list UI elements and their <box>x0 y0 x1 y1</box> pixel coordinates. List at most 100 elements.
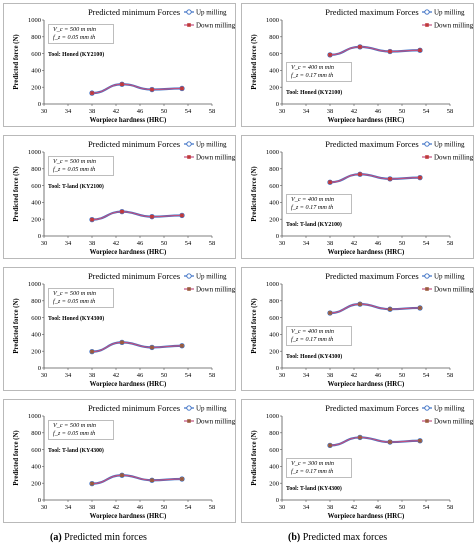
legend-down-label: Down milling <box>196 418 236 426</box>
legend-down-marker <box>187 23 191 27</box>
x-tick-label: 50 <box>161 372 168 379</box>
tool-label: Tool: T-land (KY2100) <box>48 184 104 190</box>
data-point-down <box>150 214 154 219</box>
x-tick-label: 58 <box>209 240 216 247</box>
y-tick-label: 200 <box>269 84 279 91</box>
feed-rate-text: f_z = 0.17 mm th <box>291 336 334 343</box>
y-tick-label: 800 <box>31 298 41 305</box>
chart-panel: Predicted maximum Forces 0 200 400 600 800 100… <box>241 3 474 127</box>
series-line <box>91 474 183 485</box>
x-tick-label: 50 <box>399 372 406 379</box>
y-tick-label: 200 <box>31 216 41 223</box>
feed-rate-text: f_z = 0.05 mm th <box>53 34 96 41</box>
y-tick-label: 800 <box>31 34 41 41</box>
feed-rate-text: f_z = 0.05 mm th <box>53 166 96 173</box>
x-tick-label: 46 <box>375 240 382 247</box>
y-tick-label: 200 <box>269 480 279 487</box>
data-point-down <box>180 343 184 348</box>
x-tick-label: 38 <box>89 108 96 115</box>
y-tick-label: 600 <box>31 315 41 322</box>
chart-panel: Predicted maximum Forces 0 200 400 600 800 100… <box>241 267 474 391</box>
cutting-conditions-box: V_c = 500 m min f_z = 0.05 mm th <box>48 24 114 44</box>
cutting-speed-text: V_c = 500 m min <box>53 26 97 33</box>
data-point-down <box>90 481 94 486</box>
x-tick-label: 58 <box>447 372 454 379</box>
data-point-down <box>90 349 94 354</box>
x-tick-label: 38 <box>327 372 334 379</box>
y-axis-label: Predicted force (N) <box>13 298 20 353</box>
feed-rate-text: f_z = 0.05 mm th <box>53 430 96 437</box>
x-tick-label: 54 <box>185 240 192 247</box>
legend-up-label: Up milling <box>434 405 465 413</box>
cutting-conditions-box: V_c = 500 m min f_z = 0.05 mm th <box>48 156 114 176</box>
x-tick-label: 30 <box>41 108 48 115</box>
x-tick-label: 30 <box>279 240 286 247</box>
y-tick-label: 600 <box>31 51 41 58</box>
y-axis-label: Predicted force (N) <box>13 34 20 89</box>
chart-svg: Predicted maximum Forces 0 200 400 600 800 100… <box>251 139 474 256</box>
y-tick-label: 0 <box>38 497 41 504</box>
legend-down-marker <box>425 23 429 27</box>
y-tick-label: 0 <box>38 101 41 108</box>
caption-b: (b) Predicted max forces <box>288 532 387 543</box>
y-tick-label: 1000 <box>28 149 41 156</box>
feed-rate-text: f_z = 0.05 mm th <box>53 298 96 305</box>
feed-rate-text: f_z = 0.17 mm th <box>291 204 334 211</box>
data-point-down <box>120 209 124 214</box>
x-tick-label: 42 <box>113 240 120 247</box>
data-point-down <box>388 440 392 444</box>
caption-a-label: (a) <box>50 532 62 543</box>
cutting-conditions-box: V_c = 400 m min f_z = 0.17 mm th <box>286 62 352 82</box>
y-tick-label: 400 <box>31 464 41 471</box>
caption-b-text: Predicted max forces <box>300 532 388 543</box>
y-tick-label: 1000 <box>266 281 279 288</box>
y-tick-label: 800 <box>269 166 279 173</box>
legend-up-marker <box>186 9 192 15</box>
x-tick-label: 42 <box>113 504 120 511</box>
data-point-down <box>328 53 332 57</box>
x-tick-label: 34 <box>303 504 310 511</box>
x-tick-label: 50 <box>399 240 406 247</box>
data-point-down <box>358 172 362 177</box>
y-tick-label: 400 <box>31 332 41 339</box>
legend-up-label: Up milling <box>196 9 227 17</box>
caption-b-label: (b) <box>288 532 301 543</box>
legend-up-marker <box>424 9 430 15</box>
chart-svg: Predicted minimum Forces 0 200 400 600 800 100… <box>13 139 236 256</box>
legend-down-label: Down milling <box>434 154 474 162</box>
series-line <box>329 303 421 314</box>
data-point-down <box>180 477 184 481</box>
legend-down-label: Down milling <box>196 286 236 294</box>
y-tick-label: 1000 <box>28 413 41 420</box>
legend-down-marker <box>425 287 429 291</box>
tool-label: Tool: Honed (KY4300) <box>286 354 343 360</box>
y-tick-label: 1000 <box>28 281 41 288</box>
data-point-down <box>150 345 154 350</box>
chart-title: Predicted minimum Forces <box>88 139 180 149</box>
x-tick-label: 54 <box>423 240 430 247</box>
x-tick-label: 30 <box>41 372 48 379</box>
y-tick-label: 400 <box>269 464 279 471</box>
y-tick-label: 200 <box>31 480 41 487</box>
x-tick-label: 46 <box>137 504 144 511</box>
y-axis-label: Predicted force (N) <box>251 166 258 221</box>
chart-svg: Predicted minimum Forces 0 200 400 600 800 100… <box>13 271 236 388</box>
tool-label: Tool: T-land (KY4300) <box>48 448 104 454</box>
chart-panel: Predicted minimum Forces 0 200 400 600 800 100… <box>3 3 236 127</box>
legend-up-label: Up milling <box>434 9 465 17</box>
cutting-speed-text: V_c = 500 m min <box>53 422 97 429</box>
x-tick-label: 54 <box>185 108 192 115</box>
data-point-down <box>328 180 332 185</box>
legend-down-label: Down milling <box>434 22 474 30</box>
data-point-down <box>150 87 154 92</box>
legend-up-label: Up milling <box>196 273 227 281</box>
tool-label: Tool: T-land (KY4300) <box>286 486 342 492</box>
data-point-down <box>328 443 332 448</box>
x-tick-label: 38 <box>89 504 96 511</box>
y-tick-label: 0 <box>276 233 279 240</box>
data-point-down <box>358 302 362 306</box>
data-point-down <box>90 91 94 95</box>
chart-panel: Predicted minimum Forces 0 200 400 600 800 100… <box>3 267 236 391</box>
x-tick-label: 30 <box>279 372 286 379</box>
series-line <box>329 46 421 56</box>
